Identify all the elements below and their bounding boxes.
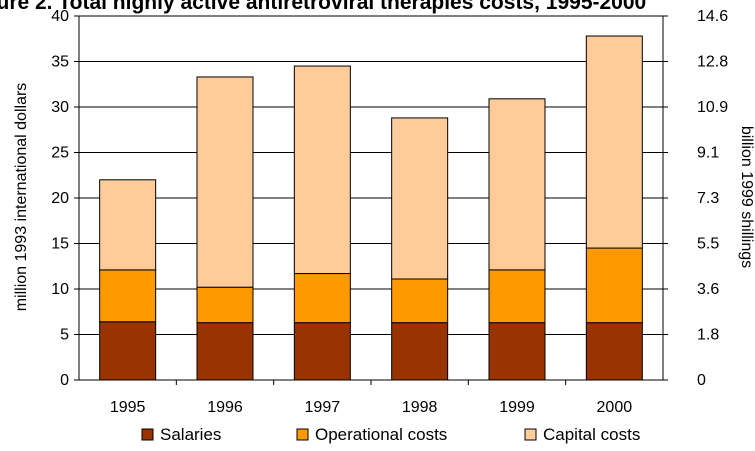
legend-swatch-salaries [141,428,154,441]
y-axis-label-left: million 1993 international dollars [13,83,30,312]
x-tick-label-1995: 1995 [110,399,146,416]
bar-1998-capital-costs [391,117,449,280]
x-tick-label-1999: 1999 [499,399,535,416]
legend-swatch-capital-costs [524,428,537,441]
left-y-tick-label-25: 25 [51,145,69,162]
bar-1996-capital-costs [196,76,254,288]
legend-swatch-operational-costs [296,428,309,441]
bar-1996-salaries [196,322,254,381]
right-y-tick-label-1.8: 1.8 [697,327,719,344]
left-y-tick-label-0: 0 [60,372,69,389]
left-y-tick-label-40: 40 [51,8,69,25]
bar-1996-operational-costs [196,286,254,324]
y-axis-label-right: billion 1999 shillings [738,126,755,268]
x-tick-label-1996: 1996 [207,399,243,416]
left-y-tick-label-30: 30 [51,99,69,116]
legend-label-operational-costs: Operational costs [315,425,447,444]
legend-label-capital-costs: Capital costs [543,425,640,444]
right-y-tick-label-0: 0 [697,372,706,389]
bar-2000-operational-costs [585,247,643,324]
legend-label-salaries: Salaries [160,425,221,444]
bar-1995-capital-costs [99,179,157,271]
bar-1999-salaries [488,322,546,381]
left-y-tick-label-20: 20 [51,190,69,207]
bar-2000-capital-costs [585,35,643,249]
bar-1998-salaries [391,322,449,381]
left-y-tick-label-10: 10 [51,281,69,298]
bar-1997-operational-costs [293,273,351,324]
right-y-tick-label-10.9: 10.9 [697,99,728,116]
bar-1995-salaries [99,321,157,381]
right-y-tick-label-9.1: 9.1 [697,145,719,162]
x-tick-label-2000: 2000 [597,399,633,416]
left-y-tick-label-15: 15 [51,236,69,253]
bar-1998-operational-costs [391,278,449,324]
left-y-tick-label-5: 5 [60,327,69,344]
right-y-tick-label-3.6: 3.6 [697,281,719,298]
legend: Salaries Operational costs Capital costs [141,425,640,444]
right-y-tick-label-5.5: 5.5 [697,236,719,253]
bar-2000-salaries [585,322,643,381]
plot-area: 0 0 5 1.8 10 3.6 15 5.5 20 7.3 25 9.1 30 10.9 35 12.8 40… [51,8,728,416]
left-y-tick-label-35: 35 [51,54,69,71]
right-y-tick-label-12.8: 12.8 [697,54,728,71]
right-y-tick-label-7.3: 7.3 [697,190,719,207]
bar-1995-operational-costs [99,269,157,323]
bar-1999-capital-costs [488,98,546,271]
x-tick-label-1998: 1998 [402,399,438,416]
x-tick-label-1997: 1997 [305,399,341,416]
chart-title: Figure 2. Total highly active antiretrov… [0,0,646,14]
bar-1997-salaries [293,322,351,381]
right-y-tick-label-14.6: 14.6 [697,8,728,25]
bar-1999-operational-costs [488,269,546,324]
bar-1997-capital-costs [293,65,351,275]
